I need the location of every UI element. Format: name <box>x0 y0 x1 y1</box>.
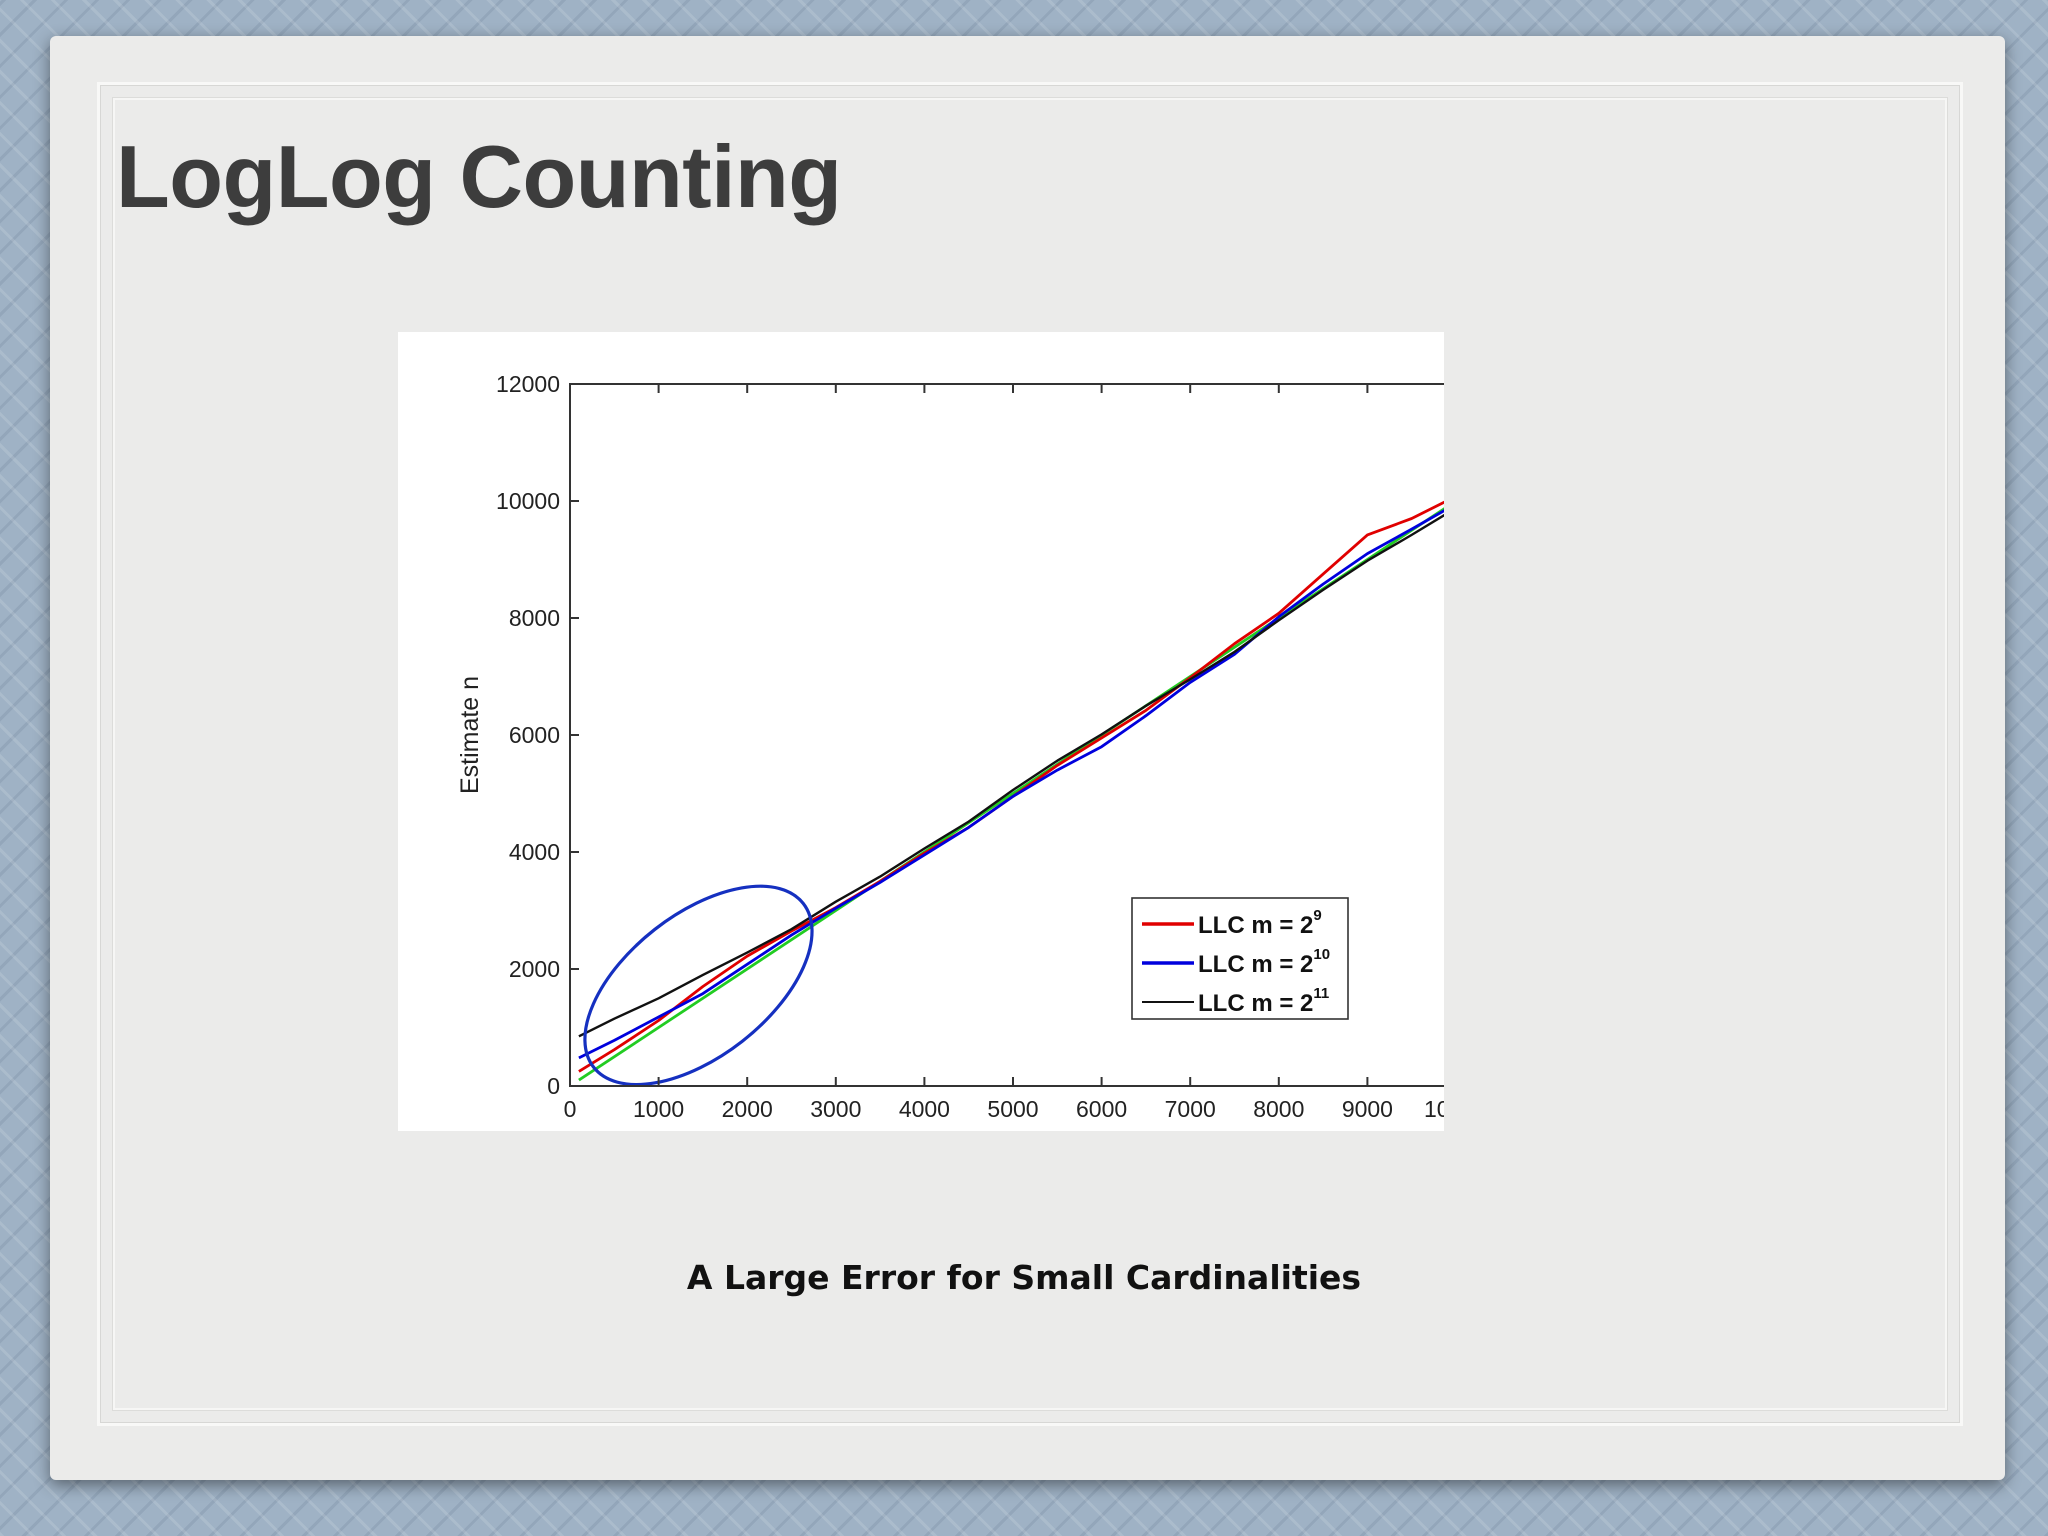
y-axis-label: Estimate n <box>456 676 484 794</box>
line-chart: 0 1000 2000 3000 4000 5000 6000 7000 8000 9000 10 0… <box>456 371 1444 1131</box>
y-tick-label: 8000 <box>509 605 560 631</box>
y-tick-label: 10000 <box>496 488 560 514</box>
x-tick-label: 7000 <box>1165 1096 1216 1122</box>
x-tick-label: 0 <box>564 1096 577 1122</box>
x-tick-label: 9000 <box>1342 1096 1393 1122</box>
y-tick-label: 6000 <box>509 722 560 748</box>
legend-label: LLC m = 210 <box>1198 946 1330 978</box>
slide-frame-outer <box>97 82 1963 1426</box>
legend-label: LLC m = 211 <box>1198 985 1329 1017</box>
slide-frame-inner <box>113 98 1947 1410</box>
highlight-ellipse <box>583 884 814 1087</box>
legend-box <box>1131 897 1349 1020</box>
x-tick-label: 5000 <box>987 1096 1038 1122</box>
y-tick-label: 0 <box>547 1073 560 1099</box>
y-tick-label: 4000 <box>509 839 560 865</box>
legend-label: LLC m = 29 <box>1198 907 1322 939</box>
x-tick-label: 10000 <box>1424 1096 1444 1122</box>
legend-exponent: 10 <box>1313 946 1330 963</box>
legend-exponent: 11 <box>1313 985 1329 1002</box>
slide-title: LogLog Counting <box>116 127 842 226</box>
legend-exponent: 9 <box>1313 907 1321 924</box>
series-line-3 <box>578 507 1444 1082</box>
chart-legend: LLC m = 29 LLC m = 210 LLC m = 211 <box>1131 897 1349 1020</box>
chart-image: 0 1000 2000 3000 4000 5000 6000 7000 8000 9000 10 0… <box>398 332 1444 1131</box>
x-axis-label: n <box>1006 1130 1020 1131</box>
y-tick-label: 2000 <box>509 956 560 982</box>
x-tick-label: 8000 <box>1253 1096 1304 1122</box>
series-line-2 <box>578 513 1444 1038</box>
x-tick-label: 2000 <box>722 1096 773 1122</box>
x-tick-label: 3000 <box>810 1096 861 1122</box>
series-line-1 <box>578 509 1444 1060</box>
x-tick-label: 1000 <box>633 1096 684 1122</box>
chart-caption: A Large Error for Small Cardinalities <box>686 1258 1362 1297</box>
y-tick-label: 12000 <box>496 371 560 397</box>
x-tick-label: 4000 <box>899 1096 950 1122</box>
x-tick-label: 6000 <box>1076 1096 1127 1122</box>
